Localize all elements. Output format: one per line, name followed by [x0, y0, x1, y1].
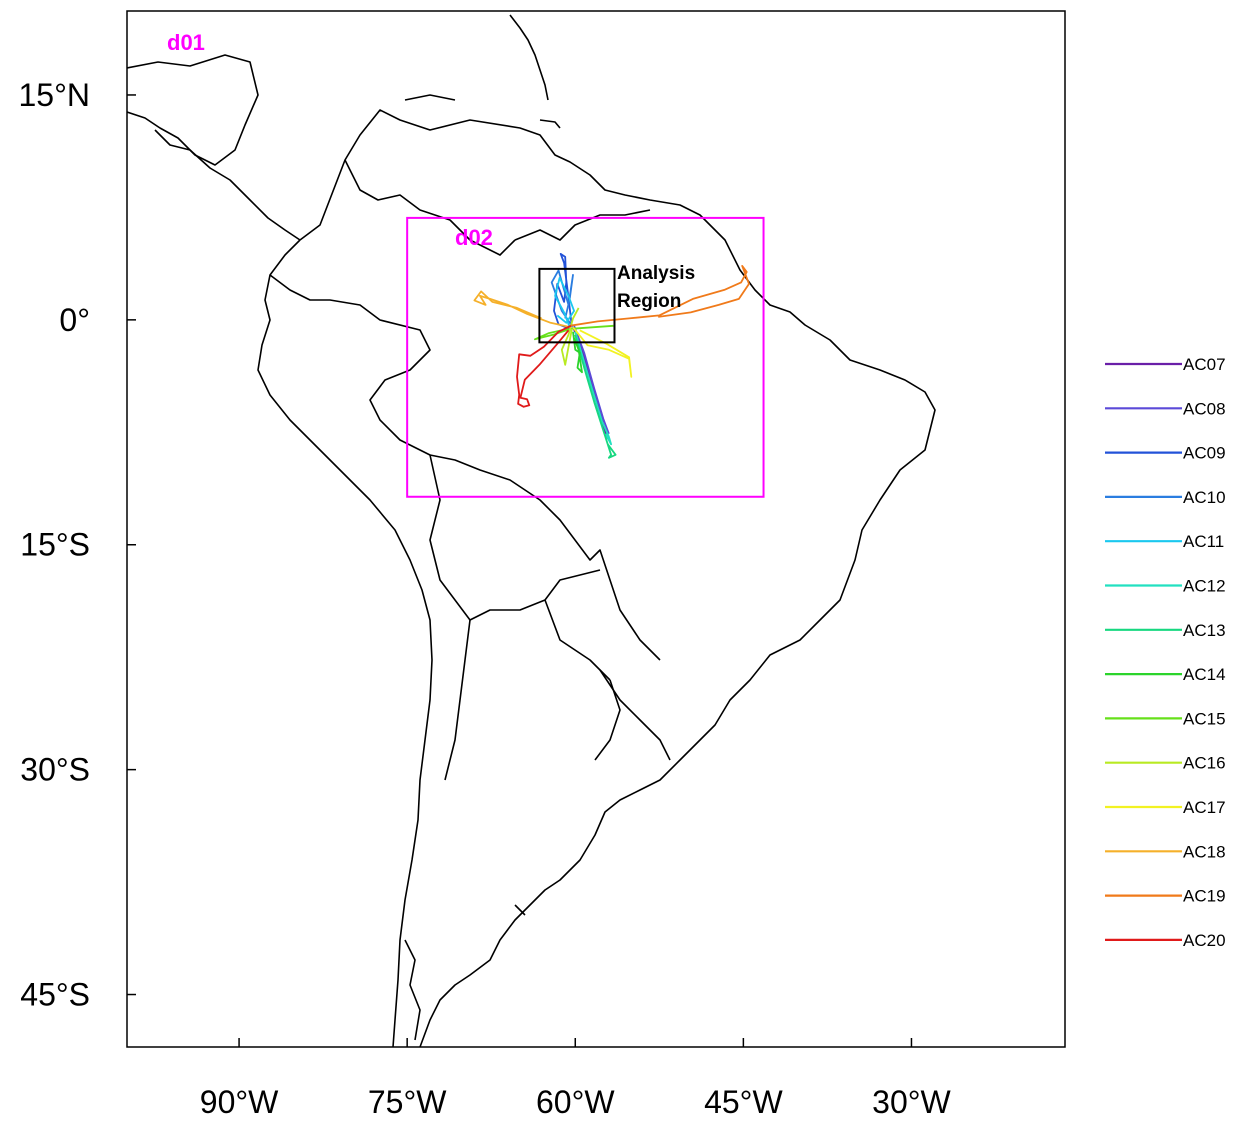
domain-d02-box	[406, 216, 765, 498]
domain-d01-label: d01	[167, 30, 205, 55]
lat-tick-label: 0°	[59, 302, 90, 338]
legend-entry-ac14: AC14	[1105, 665, 1226, 684]
analysis-region-box	[538, 267, 616, 344]
basemap-coastlines	[126, 14, 936, 1048]
analysis-region-label-line1: Analysis	[617, 263, 695, 284]
legend-label: AC14	[1183, 665, 1226, 684]
legend-label: AC08	[1183, 399, 1226, 418]
analysis-region-label-line2: Region	[617, 291, 681, 312]
legend-label: AC07	[1183, 355, 1226, 374]
lon-tick-label: 90°W	[200, 1084, 279, 1120]
legend-entry-ac11: AC11	[1105, 532, 1224, 551]
flight-tracks	[473, 253, 750, 459]
flight-track-ac09	[553, 253, 573, 330]
map-frame	[126, 10, 1066, 1048]
lon-tick-label: 75°W	[368, 1084, 447, 1120]
flight-track-ac15	[534, 324, 614, 341]
legend-label: AC09	[1183, 444, 1226, 463]
legend-label: AC16	[1183, 754, 1226, 773]
flight-track-ac14	[572, 331, 583, 374]
latitude-axis: 15°N 0° 15°S 30°S 45°S	[19, 77, 136, 1013]
lon-tick-label: 45°W	[704, 1084, 783, 1120]
legend-label: AC18	[1183, 842, 1226, 861]
legend-entry-ac07: AC07	[1105, 355, 1226, 374]
legend-label: AC13	[1183, 621, 1226, 640]
flight-track-ac13	[574, 334, 617, 459]
legend-entry-ac20: AC20	[1105, 931, 1226, 950]
legend-label: AC10	[1183, 488, 1226, 507]
legend-entry-ac15: AC15	[1105, 709, 1226, 728]
legend-entry-ac19: AC19	[1105, 887, 1226, 906]
legend-label: AC19	[1183, 887, 1226, 906]
flight-track-ac17	[572, 326, 633, 378]
flight-track-ac20	[516, 324, 572, 408]
legend-entry-ac13: AC13	[1105, 621, 1226, 640]
domain-d02-label: d02	[455, 225, 493, 250]
lat-tick-label: 30°S	[20, 752, 90, 788]
flight-track-ac11	[554, 277, 575, 328]
legend-label: AC11	[1183, 532, 1224, 551]
legend-entry-ac12: AC12	[1105, 577, 1226, 596]
flight-track-ac08	[573, 325, 610, 435]
legend-label: AC17	[1183, 798, 1226, 817]
legend-entry-ac08: AC08	[1105, 399, 1226, 418]
lon-tick-label: 60°W	[536, 1084, 615, 1120]
legend-entry-ac10: AC10	[1105, 488, 1226, 507]
legend-entry-ac18: AC18	[1105, 842, 1226, 861]
lat-tick-label: 15°S	[20, 527, 90, 563]
lat-tick-label: 45°S	[20, 977, 90, 1013]
flight-track-ac19	[569, 265, 750, 327]
lat-tick-label: 15°N	[19, 77, 91, 113]
longitude-axis: 90°W 75°W 60°W 45°W 30°W	[200, 1038, 952, 1120]
flight-track-ac18	[473, 290, 571, 329]
flight-track-ac16	[560, 307, 580, 366]
legend-entry-ac09: AC09	[1105, 444, 1226, 463]
legend-entry-ac17: AC17	[1105, 798, 1226, 817]
lon-tick-label: 30°W	[872, 1084, 951, 1120]
legend-label: AC20	[1183, 931, 1226, 950]
legend-label: AC12	[1183, 577, 1226, 596]
flight-legend: AC07 AC08 AC09 AC10 AC11 AC12 AC13 AC14 AC15 AC16…	[1105, 355, 1226, 950]
flight-track-ac12	[574, 331, 612, 446]
legend-entry-ac16: AC16	[1105, 754, 1226, 773]
legend-label: AC15	[1183, 709, 1226, 728]
